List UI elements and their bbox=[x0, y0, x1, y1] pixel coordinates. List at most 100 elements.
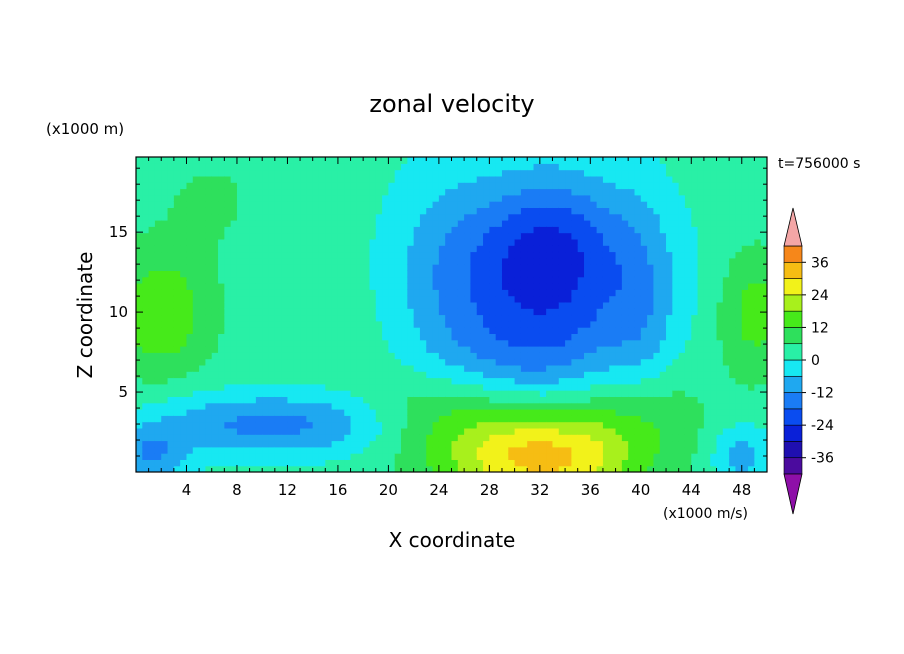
field-cell bbox=[577, 371, 585, 379]
field-cell bbox=[249, 295, 257, 303]
field-cell bbox=[318, 459, 326, 467]
field-cell bbox=[218, 308, 225, 316]
field-cell bbox=[432, 276, 440, 284]
field-cell bbox=[451, 264, 459, 271]
field-cell bbox=[489, 427, 497, 435]
field-cell bbox=[236, 440, 244, 448]
field-cell bbox=[426, 226, 434, 234]
field-cell bbox=[356, 201, 364, 208]
field-cell bbox=[180, 157, 188, 164]
field-cell bbox=[457, 453, 465, 460]
field-cell bbox=[666, 238, 673, 246]
field-cell bbox=[571, 283, 579, 290]
field-cell bbox=[369, 251, 377, 259]
field-cell bbox=[571, 188, 579, 196]
field-cell bbox=[375, 434, 383, 442]
field-cell bbox=[710, 371, 718, 379]
field-cell bbox=[180, 421, 188, 429]
field-cell bbox=[426, 415, 434, 423]
field-cell bbox=[729, 283, 737, 290]
field-cell bbox=[281, 213, 289, 221]
field-cell bbox=[666, 434, 673, 442]
field-cell bbox=[546, 213, 554, 221]
field-cell bbox=[539, 245, 547, 253]
field-cell bbox=[268, 427, 276, 435]
field-cell bbox=[565, 415, 572, 423]
field-cell bbox=[325, 295, 333, 303]
field-cell bbox=[735, 163, 743, 171]
field-cell bbox=[729, 409, 737, 416]
field-cell bbox=[640, 201, 648, 208]
field-cell bbox=[356, 245, 364, 253]
field-cell bbox=[703, 270, 711, 278]
field-cell bbox=[218, 201, 225, 208]
field-cell bbox=[735, 440, 743, 448]
field-cell bbox=[470, 201, 478, 208]
field-cell bbox=[236, 188, 244, 196]
field-cell bbox=[615, 440, 623, 448]
field-cell bbox=[590, 339, 598, 347]
field-cell bbox=[287, 213, 295, 221]
field-cell bbox=[388, 169, 396, 177]
field-cell bbox=[659, 213, 667, 221]
field-cell bbox=[495, 314, 503, 322]
field-cell bbox=[722, 308, 730, 316]
field-cell bbox=[363, 415, 371, 423]
field-cell bbox=[741, 188, 749, 196]
field-cell bbox=[312, 383, 320, 391]
field-cell bbox=[136, 188, 143, 196]
field-cell bbox=[394, 251, 402, 259]
field-cell bbox=[205, 346, 213, 353]
field-cell bbox=[527, 314, 535, 322]
field-cell bbox=[167, 346, 175, 353]
field-cell bbox=[173, 157, 181, 164]
field-cell bbox=[577, 238, 585, 246]
field-cell bbox=[293, 238, 301, 246]
field-cell bbox=[300, 390, 307, 397]
field-cell bbox=[558, 427, 566, 435]
field-cell bbox=[445, 440, 453, 448]
field-cell bbox=[356, 453, 364, 460]
field-cell bbox=[344, 213, 352, 221]
field-cell bbox=[445, 364, 453, 372]
field-cell bbox=[552, 301, 560, 309]
field-cell bbox=[684, 434, 692, 442]
field-cell bbox=[495, 175, 503, 183]
field-cell bbox=[628, 333, 636, 341]
field-cell bbox=[148, 276, 156, 284]
field-cell bbox=[167, 396, 175, 404]
field-cell bbox=[350, 402, 358, 410]
field-cell bbox=[180, 169, 188, 177]
field-cell bbox=[596, 402, 604, 410]
field-cell bbox=[419, 327, 427, 334]
field-cell bbox=[293, 358, 301, 366]
field-cell bbox=[224, 427, 232, 435]
field-cell bbox=[741, 440, 749, 448]
field-cell bbox=[199, 327, 207, 334]
field-cell bbox=[356, 188, 364, 196]
field-cell bbox=[438, 245, 446, 253]
field-cell bbox=[602, 301, 610, 309]
field-cell bbox=[691, 308, 699, 316]
field-cell bbox=[331, 415, 339, 423]
field-cell bbox=[401, 339, 408, 347]
field-cell bbox=[691, 276, 699, 284]
field-cell bbox=[483, 364, 490, 372]
field-cell bbox=[199, 453, 207, 460]
field-cell bbox=[703, 390, 711, 397]
field-cell bbox=[363, 320, 371, 328]
field-cell bbox=[167, 188, 175, 196]
field-cell bbox=[602, 383, 610, 391]
field-cell bbox=[300, 320, 307, 328]
field-cell bbox=[388, 440, 396, 448]
field-cell bbox=[255, 289, 263, 297]
field-cell bbox=[628, 440, 636, 448]
field-cell bbox=[577, 182, 585, 190]
field-cell bbox=[672, 289, 680, 297]
field-cell bbox=[413, 295, 421, 303]
field-cell bbox=[609, 339, 617, 347]
field-cell bbox=[628, 314, 636, 322]
field-cell bbox=[552, 251, 560, 259]
field-cell bbox=[230, 188, 238, 196]
field-cell bbox=[514, 409, 522, 416]
